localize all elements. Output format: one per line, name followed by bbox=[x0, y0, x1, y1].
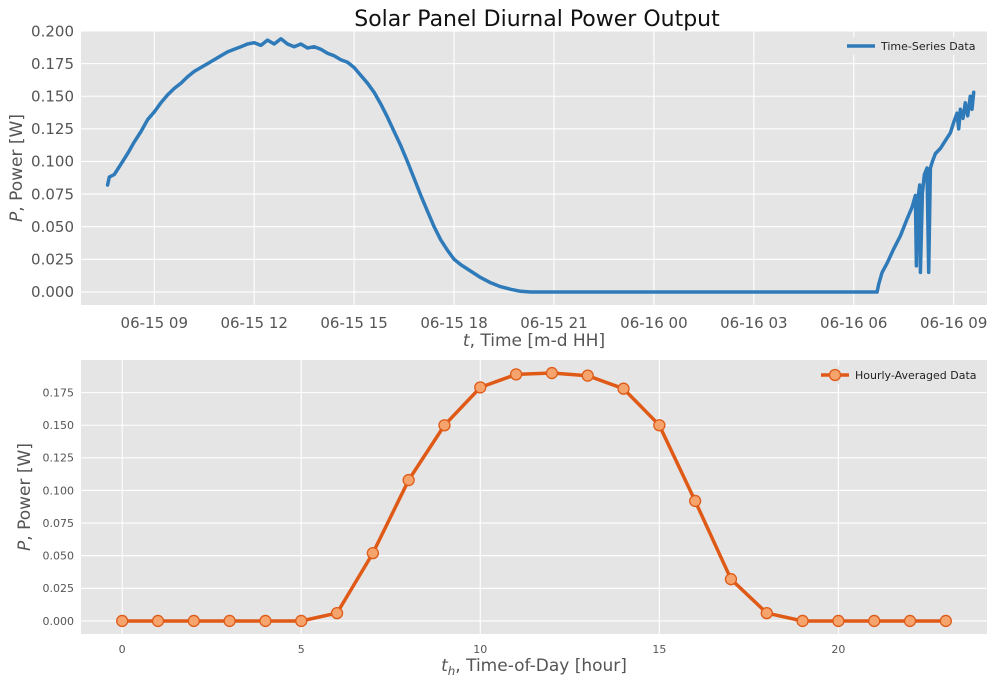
y-tick-label: 0.075 bbox=[31, 185, 74, 203]
y-tick-label: 0.150 bbox=[43, 419, 75, 432]
y-tick-label: 0.200 bbox=[31, 22, 74, 40]
data-point bbox=[295, 614, 308, 628]
x-tick-label: 15 bbox=[652, 643, 666, 656]
x-axis-label-rest: , Time-of-Day [hour] bbox=[455, 656, 627, 676]
y-axis-label: P, Power [W] bbox=[7, 114, 27, 222]
y-tick-label: 0.125 bbox=[31, 120, 74, 138]
y-tick-label: 0.025 bbox=[31, 251, 74, 269]
legend-box bbox=[841, 37, 981, 55]
data-point bbox=[223, 614, 236, 628]
data-point bbox=[116, 614, 129, 628]
chart-title: Solar Panel Diurnal Power Output bbox=[354, 7, 720, 32]
data-point bbox=[653, 419, 666, 432]
x-tick-label: 06-15 15 bbox=[320, 314, 387, 332]
x-tick-label: 06-16 09 bbox=[920, 314, 987, 332]
x-tick-label: 06-16 06 bbox=[820, 314, 887, 332]
plot-area bbox=[81, 360, 987, 634]
plot-area bbox=[81, 31, 987, 305]
x-axis-label-var: t bbox=[463, 331, 471, 351]
x-tick-label: 06-15 09 bbox=[121, 314, 188, 332]
x-tick-label: 06-15 18 bbox=[420, 314, 487, 332]
data-point bbox=[832, 614, 845, 628]
x-tick-label: 5 bbox=[298, 643, 305, 656]
data-point bbox=[939, 614, 952, 628]
x-tick-label: 06-15 12 bbox=[220, 314, 287, 332]
data-point bbox=[509, 368, 523, 381]
panel-hourly-averaged: 0.000 0.025 0.050 0.075 0.100 0.125 0.150 0.175… bbox=[15, 360, 987, 678]
y-axis-label-var: P bbox=[7, 211, 27, 222]
data-point bbox=[796, 614, 809, 628]
x-tick-label: 10 bbox=[473, 643, 487, 656]
y-tick-label: 0.000 bbox=[31, 283, 74, 301]
data-point bbox=[760, 606, 773, 620]
y-axis-label-rest: , Power [W] bbox=[15, 443, 35, 541]
y-axis-label: P, Power [W] bbox=[15, 443, 35, 551]
data-point bbox=[545, 366, 559, 380]
data-point bbox=[438, 419, 451, 432]
data-point bbox=[474, 381, 487, 394]
series-line bbox=[105, 37, 976, 294]
y-tick-label: 0.050 bbox=[43, 550, 75, 563]
x-tick-label: 06-16 03 bbox=[720, 314, 787, 332]
x-tick-label: 20 bbox=[831, 643, 845, 656]
y-axis-label-rest: , Power [W] bbox=[7, 114, 27, 212]
x-tick-label: 06-15 21 bbox=[520, 314, 587, 332]
data-point bbox=[187, 614, 200, 628]
y-tick-label: 0.075 bbox=[43, 517, 75, 530]
legend-swatch-marker bbox=[828, 368, 842, 382]
y-tick-label: 0.025 bbox=[43, 582, 75, 595]
data-point bbox=[402, 473, 415, 487]
legend-label: Time-Series Data bbox=[880, 40, 975, 53]
y-tick-label: 0.050 bbox=[31, 218, 74, 236]
x-axis-label-var: t bbox=[441, 656, 449, 676]
y-tick-label: 0.175 bbox=[31, 55, 74, 73]
legend-label: Hourly-Averaged Data bbox=[855, 369, 977, 382]
data-point bbox=[903, 614, 917, 628]
x-tick-label: 0 bbox=[119, 643, 126, 656]
x-axis-label: t, Time [m-d HH] bbox=[463, 331, 605, 351]
legend: Hourly-Averaged Data bbox=[815, 366, 981, 384]
panel-time-series: 0.000 0.025 0.050 0.075 0.100 0.125 0.150 0.175… bbox=[7, 22, 987, 351]
data-point bbox=[868, 614, 881, 628]
y-tick-label: 0.000 bbox=[43, 615, 75, 628]
x-axis-label-rest: , Time [m-d HH] bbox=[470, 331, 606, 351]
x-axis-label: th, Time-of-Day [hour] bbox=[441, 656, 627, 678]
y-tick-label: 0.100 bbox=[31, 153, 74, 171]
legend: Time-Series Data bbox=[841, 37, 981, 55]
y-tick-label: 0.175 bbox=[43, 386, 75, 399]
x-tick-label: 06-16 00 bbox=[620, 314, 687, 332]
data-point bbox=[724, 573, 738, 586]
y-tick-label: 0.125 bbox=[43, 452, 75, 465]
data-point bbox=[259, 614, 272, 628]
data-point bbox=[617, 382, 630, 395]
data-point bbox=[151, 614, 165, 628]
data-point bbox=[330, 606, 344, 620]
y-tick-label: 0.100 bbox=[43, 484, 75, 497]
y-tick-label: 0.150 bbox=[31, 87, 74, 105]
data-point bbox=[366, 546, 380, 560]
data-point bbox=[581, 369, 594, 382]
y-axis-label-var: P bbox=[15, 540, 35, 551]
data-point bbox=[688, 494, 702, 508]
legend-box bbox=[815, 366, 981, 384]
x-axis-label-sub: h bbox=[448, 664, 456, 678]
